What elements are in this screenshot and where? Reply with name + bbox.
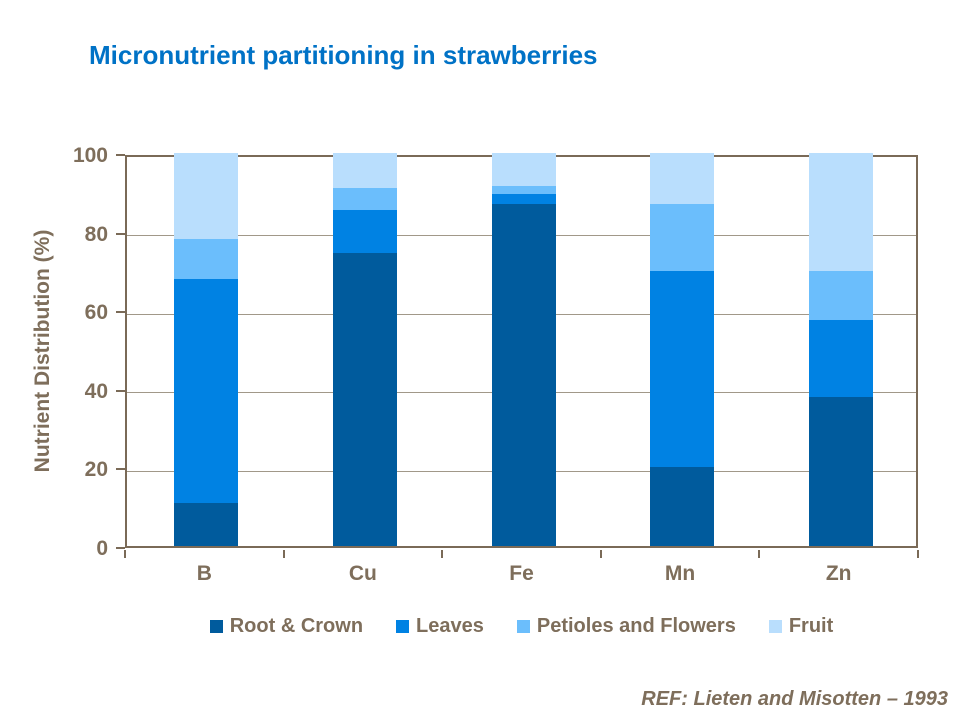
xtick-label: Cu xyxy=(348,562,377,585)
x-tick-mark xyxy=(441,550,444,558)
bar-segment xyxy=(174,278,239,503)
legend-marker-icon xyxy=(209,620,223,633)
bar-Cu xyxy=(332,153,397,546)
x-tick-mark xyxy=(282,550,285,558)
y-tick-mark xyxy=(116,547,125,549)
xtick-label: Fe xyxy=(509,562,534,585)
bar-segment xyxy=(491,186,556,195)
ytick-label: 60 xyxy=(84,301,108,325)
plot-area xyxy=(125,153,918,548)
y-tick-mark xyxy=(116,389,125,392)
legend-label: Root & Crown xyxy=(229,615,364,637)
y-axis-label: Nutrient Distribution (%) xyxy=(31,229,54,473)
xtick-label: B xyxy=(196,562,212,585)
bar-segment xyxy=(808,320,873,397)
x-tick-mark xyxy=(758,550,761,558)
y-tick-mark xyxy=(116,154,125,156)
bar-segment xyxy=(808,270,873,321)
legend-marker-icon xyxy=(768,620,782,633)
bar-segment xyxy=(650,270,715,468)
bar-segment xyxy=(650,204,715,271)
xtick-label: Zn xyxy=(825,562,852,585)
bar-segment xyxy=(650,153,715,205)
ytick-label: 20 xyxy=(84,458,108,482)
bar-B xyxy=(174,153,239,546)
ytick-label: 0 xyxy=(96,537,108,560)
bar-segment xyxy=(332,210,397,254)
bar-segment xyxy=(808,396,873,546)
bar-segment xyxy=(491,153,556,187)
legend-item: Leaves xyxy=(396,615,484,638)
legend-marker-icon xyxy=(396,620,410,633)
legend-item: Petioles and Flowers xyxy=(516,615,736,638)
legend-label: Petioles and Flowers xyxy=(536,615,736,637)
bar-Fe xyxy=(491,153,556,546)
legend-item: Root & Crown xyxy=(209,615,364,638)
y-tick-mark xyxy=(116,468,125,471)
y-tick-mark xyxy=(116,232,125,235)
legend: Root & Crown Leaves Petioles and Flowers Fr… xyxy=(125,615,918,638)
legend-label: Leaves xyxy=(416,615,484,637)
bar-segment xyxy=(174,239,239,279)
bar-segment xyxy=(174,502,239,546)
x-tick-mark xyxy=(917,550,919,558)
ytick-label: 40 xyxy=(84,379,108,403)
x-tick-mark xyxy=(599,550,602,558)
legend-label: Fruit xyxy=(788,615,834,637)
bar-segment xyxy=(332,188,397,210)
y-tick-mark xyxy=(116,311,125,314)
ytick-label: 100 xyxy=(72,144,108,167)
bar-Zn xyxy=(808,153,873,546)
xtick-label: Mn xyxy=(664,562,696,585)
bar-segment xyxy=(332,153,397,189)
bar-segment xyxy=(808,153,873,271)
ytick-label: 80 xyxy=(84,222,108,246)
bar-segment xyxy=(650,467,715,546)
bar-segment xyxy=(491,204,556,546)
bar-segment xyxy=(174,153,239,240)
reference-text: REF: Lieten and Misotten – 1993 xyxy=(641,688,948,710)
bar-Mn xyxy=(650,153,715,546)
legend-marker-icon xyxy=(516,620,530,633)
x-tick-mark xyxy=(124,550,126,558)
legend-item: Fruit xyxy=(768,615,834,638)
bar-segment xyxy=(491,194,556,205)
bar-segment xyxy=(332,253,397,546)
chart-title: Micronutrient partitioning in strawberri… xyxy=(89,40,598,70)
